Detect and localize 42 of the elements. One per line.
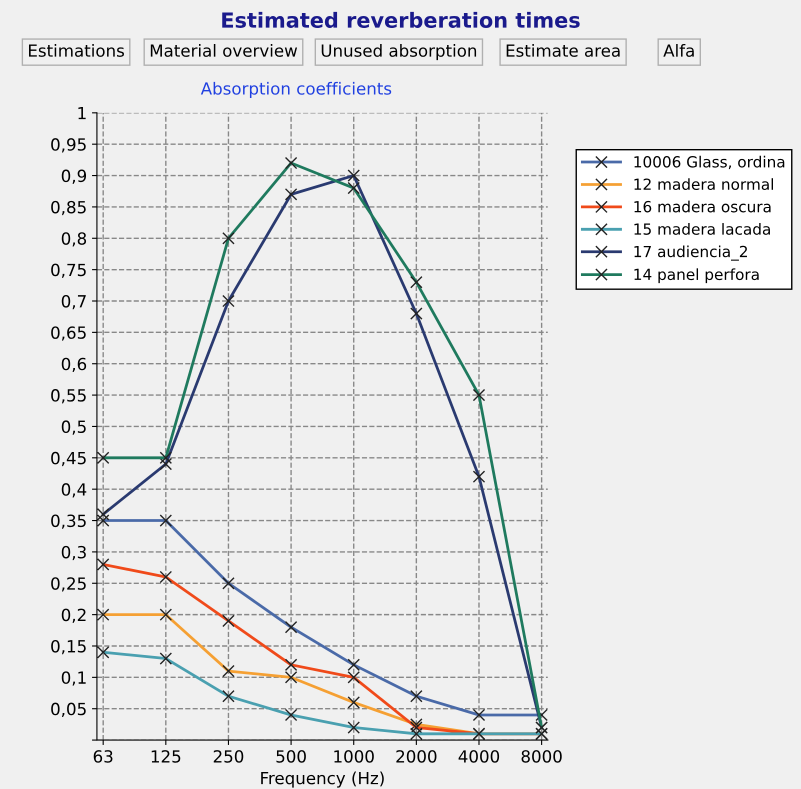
y-tick-label: 0,9 [62,170,86,184]
chart-title: Estimated reverberation times [222,12,580,28]
y-tick-label: 0,95 [51,138,86,152]
y-tick-label: 0,3 [62,546,86,560]
y-tick-label: 0,2 [62,608,86,623]
x-tick-label: 500 [276,750,306,763]
x-tick-label: 125 [152,750,180,763]
y-tick-label: 0,1 [62,671,86,686]
x-tick-label: 4000 [458,750,500,763]
legend-label: 17 audiencia_2 [634,245,747,261]
x-tick-label: 8000 [522,750,562,763]
y-tick-label: 0,45 [51,452,86,466]
text: Unused absorption [322,44,476,60]
x-tick-label: 250 [214,750,244,763]
y-tick-label: 0,5 [62,420,86,435]
legend-label: 15 madera lacada [634,223,770,235]
legend-label: 12 madera normal [634,178,774,190]
y-tick-label: 1 [78,107,86,120]
y-tick-label: 0,75 [51,264,86,278]
legend-label: 16 madera oscura [634,200,771,212]
x-tick-label: 1000 [334,750,374,763]
text: Material overview [150,44,298,57]
legend-label: 14 panel perfora [634,268,759,284]
y-tick-label: 0,35 [51,514,86,529]
text: Estimations [29,44,124,57]
x-tick-label: 2000 [396,750,436,763]
y-tick-label: 0,85 [51,200,86,216]
legend-label: 10006 Glass, ordina [634,156,784,170]
chart-subtitle: Absorption coefficients [200,82,392,98]
y-tick-label: 0,25 [51,577,86,592]
y-tick-label: 0,05 [51,702,86,717]
y-tick-label: 0,6 [62,358,86,372]
text: Alfa [663,44,694,57]
y-tick-label: 0,65 [51,326,86,341]
y-tick-label: 0,15 [51,640,86,654]
text: Estimate area [506,44,620,57]
y-tick-label: 0,8 [62,232,86,247]
x-tick-label: 63 [94,750,112,763]
x-axis-title: Frequency (Hz) [261,772,384,788]
y-tick-label: 0,7 [62,294,86,310]
y-tick-label: 0,55 [51,389,86,404]
y-tick-label: 0,4 [62,483,86,498]
